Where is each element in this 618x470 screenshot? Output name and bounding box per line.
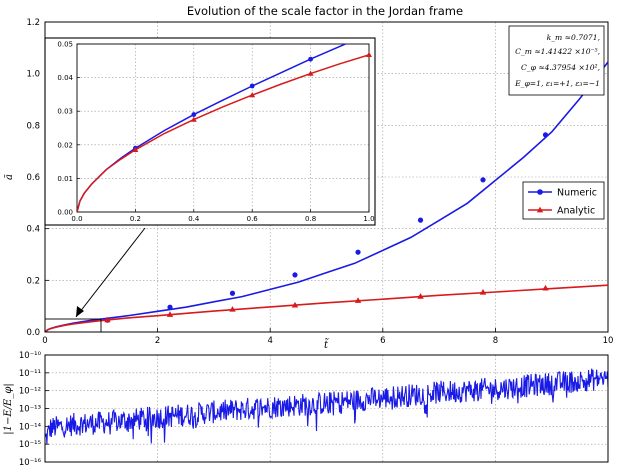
main-y-tick-label: 0.8 xyxy=(26,121,40,131)
main-x-tick-label: 4 xyxy=(267,336,272,346)
annotation-line-1: k_m ≈0.7071, xyxy=(547,33,600,42)
main-x-tick-label: 8 xyxy=(493,336,498,346)
inset-plot-frame xyxy=(76,43,370,213)
legend-box xyxy=(522,181,605,220)
inset-x-tick-label: 0.4 xyxy=(188,215,200,223)
main-y-tick-label: 0.4 xyxy=(26,225,40,235)
inset-marker-analytic xyxy=(366,51,372,57)
inset-marker-numeric xyxy=(308,56,313,62)
main-series-line-analytic xyxy=(44,284,609,333)
annotation-line-4: E_φ=1, ε₁=+1, ε₃=−1 xyxy=(514,79,600,88)
inset-y-tick-label: 0.00 xyxy=(57,209,73,217)
bottom-grid xyxy=(45,355,608,462)
annotation-line-3: C_φ ≈4.37954 ×10², xyxy=(521,63,600,72)
bottom-y-tick-label: 10⁻¹³ xyxy=(19,405,41,415)
inset-marker-analytic xyxy=(249,92,256,98)
inset-y-tick-label: 0.04 xyxy=(57,74,73,82)
inset-y-tick-label: 0.03 xyxy=(57,108,73,116)
inset-series-line-analytic xyxy=(77,54,369,212)
energy-error-series xyxy=(44,368,609,445)
main-marker-analytic xyxy=(479,289,487,295)
zoom-arrowhead xyxy=(76,306,84,317)
main-series xyxy=(44,61,609,333)
main-y-tick-label: 1.2 xyxy=(26,18,40,28)
legend-analytic-marker xyxy=(536,206,544,213)
bottom-series xyxy=(44,368,609,445)
legend-analytic-label: Analytic xyxy=(557,206,595,217)
main-marker-numeric xyxy=(355,249,361,255)
inset-background xyxy=(44,37,376,226)
bottom-y-axis-label: |1−E/E_φ| xyxy=(3,383,14,434)
main-marker-numeric xyxy=(167,304,173,310)
chart-title: Evolution of the scale factor in the Jor… xyxy=(187,4,463,18)
inset-x-tick-label: 0.2 xyxy=(130,215,141,223)
inset-ticks: 0.0 0.2 0.4 0.6 0.8 1.0 0.00 0.01 0.02 0.03 0.04 0.… xyxy=(57,41,374,224)
bottom-y-tick-label: 10⁻¹² xyxy=(19,387,41,397)
bottom-y-tick-label: 10⁻¹⁰ xyxy=(19,351,42,361)
inset-marker-analytic xyxy=(132,146,139,153)
bottom-y-tick-label: 10⁻¹⁴ xyxy=(19,422,42,432)
bottom-ticks: 10⁻¹⁰ 10⁻¹¹ 10⁻¹² 10⁻¹³ 10⁻¹⁴ 10⁻¹⁵ 10⁻¹⁶ xyxy=(19,351,49,468)
bottom-y-tick-label: 10⁻¹¹ xyxy=(19,369,41,379)
legend-numeric-marker xyxy=(537,189,543,195)
main-marker-analytic xyxy=(166,311,174,317)
main-y-tick-label: 0.2 xyxy=(26,276,40,286)
parameter-annotation: k_m ≈0.7071, C_m ≈1.41422 ×10⁻⁵, C_φ ≈4.… xyxy=(508,25,605,96)
main-marker-numeric xyxy=(229,290,236,296)
inset-x-tick-label: 0.6 xyxy=(247,215,259,223)
main-marker-analytic xyxy=(104,316,111,323)
main-x-tick-label: 10 xyxy=(603,336,614,346)
main-plot: 0 2 4 6 8 10 0.0 0.2 0.4 0.6 0.8 1.0 1.2 t̃ ã k_m ≈0… xyxy=(4,18,613,351)
inset-marker-analytic xyxy=(190,116,197,122)
legend-numeric-label: Numeric xyxy=(557,188,597,199)
legend: Numeric Analytic xyxy=(522,181,605,220)
main-marker-numeric xyxy=(292,272,298,278)
main-marker-analytic xyxy=(542,284,549,291)
main-marker-analytic xyxy=(229,306,236,312)
main-y-tick-label: 0.6 xyxy=(26,173,40,183)
inset-x-tick-label: 0.0 xyxy=(71,215,82,223)
zoom-region-box xyxy=(44,318,102,333)
main-y-axis-label: ã xyxy=(4,174,15,180)
annotation-box xyxy=(508,25,605,96)
main-marker-analytic xyxy=(354,297,362,303)
inset-x-tick-label: 0.8 xyxy=(305,215,316,223)
energy-error-plot: 10⁻¹⁰ 10⁻¹¹ 10⁻¹² 10⁻¹³ 10⁻¹⁴ 10⁻¹⁵ 10⁻¹⁶ |1−E… xyxy=(3,351,609,468)
bottom-y-tick-label: 10⁻¹⁶ xyxy=(19,458,42,468)
inset-y-tick-label: 0.01 xyxy=(57,175,73,183)
main-marker-numeric xyxy=(480,177,486,183)
inset-x-tick-label: 1.0 xyxy=(363,215,374,223)
main-x-axis-label: t̃ xyxy=(324,338,329,351)
inset-series xyxy=(77,44,372,212)
inset-marker-numeric xyxy=(191,112,197,117)
inset-plot: 0.0 0.2 0.4 0.6 0.8 1.0 0.00 0.01 0.02 0.03 0.04 0.… xyxy=(44,37,376,226)
main-y-tick-label: 0.0 xyxy=(26,328,40,338)
inset-y-tick-label: 0.02 xyxy=(57,141,73,149)
main-marker-analytic xyxy=(291,301,299,308)
zoom-arrow xyxy=(75,227,146,318)
main-y-tick-label: 1.0 xyxy=(26,70,40,80)
inset-y-tick-label: 0.05 xyxy=(57,41,73,49)
inset-marker-analytic xyxy=(307,70,314,76)
main-marker-analytic xyxy=(417,293,424,299)
inset-marker-numeric xyxy=(249,83,255,89)
main-x-tick-label: 0 xyxy=(42,336,47,346)
main-marker-numeric xyxy=(417,217,424,223)
main-x-tick-label: 2 xyxy=(155,336,160,346)
main-ticks: 0 2 4 6 8 10 0.0 0.2 0.4 0.6 0.8 1.0 1.2 xyxy=(26,18,613,346)
main-x-tick-label: 6 xyxy=(380,336,385,346)
bottom-y-tick-label: 10⁻¹⁵ xyxy=(19,440,41,450)
main-marker-numeric xyxy=(542,132,549,138)
annotation-line-2: C_m ≈1.41422 ×10⁻⁵, xyxy=(515,47,600,56)
